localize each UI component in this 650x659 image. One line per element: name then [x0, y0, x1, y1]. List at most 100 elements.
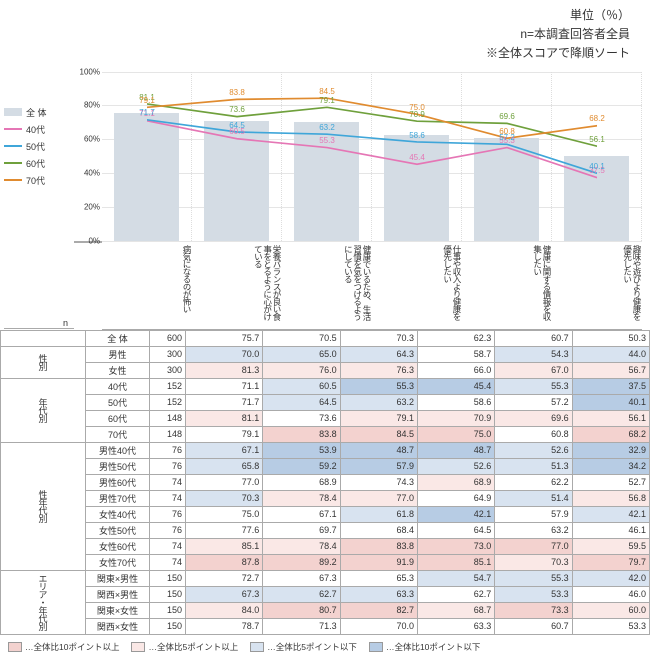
row-label: 男性50代 [86, 458, 150, 474]
value-cell: 73.0 [417, 538, 494, 554]
value-cell: 70.9 [417, 410, 494, 426]
n-cell: 150 [150, 618, 186, 634]
value-cell: 37.5 [572, 378, 649, 394]
value-cell: 63.3 [340, 586, 417, 602]
value-cell: 56.8 [572, 490, 649, 506]
value-cell: 70.0 [186, 346, 263, 362]
value-cell: 67.3 [186, 586, 263, 602]
value-cell: 77.0 [186, 474, 263, 490]
value-cell: 55.3 [495, 570, 572, 586]
row-label: 40代 [86, 378, 150, 394]
value-cell: 70.3 [340, 330, 417, 346]
value-cell: 80.7 [263, 602, 340, 618]
n-cell: 150 [150, 570, 186, 586]
n-cell: 150 [150, 602, 186, 618]
legend-item: 70代 [4, 174, 74, 187]
value-cell: 53.3 [572, 618, 649, 634]
value-cell: 72.7 [186, 570, 263, 586]
value-cell: 60.5 [263, 378, 340, 394]
n-cell: 152 [150, 378, 186, 394]
value-cell: 50.3 [572, 330, 649, 346]
value-cell: 34.2 [572, 458, 649, 474]
header-notes: 単位（％） n=本調査回答者全員 ※全体スコアで降順ソート [0, 0, 650, 68]
value-cell: 70.0 [340, 618, 417, 634]
n-cell: 148 [150, 426, 186, 442]
value-cell: 77.0 [495, 538, 572, 554]
value-cell: 68.9 [263, 474, 340, 490]
n-cell: 74 [150, 538, 186, 554]
n-cell: 74 [150, 474, 186, 490]
value-cell: 57.2 [495, 394, 572, 410]
value-cell: 59.2 [263, 458, 340, 474]
value-cell: 46.0 [572, 586, 649, 602]
row-label: 60代 [86, 410, 150, 426]
value-cell: 79.1 [340, 410, 417, 426]
value-cell: 54.3 [495, 346, 572, 362]
value-cell: 83.8 [263, 426, 340, 442]
value-cell: 63.3 [417, 618, 494, 634]
value-cell: 69.6 [495, 410, 572, 426]
footer-item: …全体比10ポイント以上 [8, 641, 119, 653]
row-label: 女性50代 [86, 522, 150, 538]
row-label: 女性40代 [86, 506, 150, 522]
legend-item: 50代 [4, 140, 74, 153]
value-cell: 91.9 [340, 554, 417, 570]
row-label: 男性60代 [86, 474, 150, 490]
value-cell: 62.7 [263, 586, 340, 602]
value-cell: 59.5 [572, 538, 649, 554]
value-cell: 45.4 [417, 378, 494, 394]
value-cell: 67.1 [263, 506, 340, 522]
value-cell: 55.3 [340, 378, 417, 394]
value-cell: 70.3 [495, 554, 572, 570]
legend-item: 40代 [4, 123, 74, 136]
category-label: 健康に関する情報を収集したい [462, 243, 552, 329]
row-label: 男性70代 [86, 490, 150, 506]
value-cell: 64.5 [417, 522, 494, 538]
n-cell: 300 [150, 346, 186, 362]
n-cell: 600 [150, 330, 186, 346]
category-label: 病気になるのが怖い [102, 243, 192, 329]
value-cell: 52.6 [417, 458, 494, 474]
value-cell: 46.1 [572, 522, 649, 538]
value-cell: 64.3 [340, 346, 417, 362]
value-cell: 42.1 [417, 506, 494, 522]
n-cell: 74 [150, 490, 186, 506]
value-cell: 57.9 [340, 458, 417, 474]
n-note: n=本調査回答者全員 [0, 25, 630, 44]
value-cell: 82.7 [340, 602, 417, 618]
unit-label: 単位（％） [0, 6, 630, 25]
value-cell: 68.4 [340, 522, 417, 538]
footer-item: …全体比5ポイント以下 [250, 641, 357, 653]
value-cell: 81.1 [186, 410, 263, 426]
value-cell: 56.7 [572, 362, 649, 378]
value-cell: 65.3 [340, 570, 417, 586]
row-label: 70代 [86, 426, 150, 442]
category-labels: 病気になるのが怖い栄養バランスが良い食事をとるように心がけている健康でいるため、… [102, 243, 642, 330]
n-cell: 300 [150, 362, 186, 378]
value-cell: 85.1 [417, 554, 494, 570]
value-cell: 87.8 [186, 554, 263, 570]
chart-plot: 0%20%40%60%80%100% 71.171.781.179.160.56… [74, 72, 642, 242]
value-cell: 67.3 [263, 570, 340, 586]
value-cell: 56.1 [572, 410, 649, 426]
value-cell: 69.7 [263, 522, 340, 538]
value-cell: 67.1 [186, 442, 263, 458]
value-cell: 42.1 [572, 506, 649, 522]
value-cell: 53.9 [263, 442, 340, 458]
row-label: 女性 [86, 362, 150, 378]
row-label: 関西×女性 [86, 618, 150, 634]
category-label: 趣味や遊びより健康を優先したい [552, 243, 642, 329]
row-label: 男性40代 [86, 442, 150, 458]
value-cell: 55.3 [495, 378, 572, 394]
n-cell: 74 [150, 554, 186, 570]
n-cell: 76 [150, 522, 186, 538]
value-cell: 75.0 [417, 426, 494, 442]
value-cell: 64.9 [417, 490, 494, 506]
value-cell: 63.2 [340, 394, 417, 410]
category-label: 仕事や収入より健康を優先したい [372, 243, 462, 329]
value-cell: 74.3 [340, 474, 417, 490]
value-cell: 68.9 [417, 474, 494, 490]
legend-item: 全 体 [4, 106, 74, 119]
n-cell: 152 [150, 394, 186, 410]
value-cell: 51.4 [495, 490, 572, 506]
